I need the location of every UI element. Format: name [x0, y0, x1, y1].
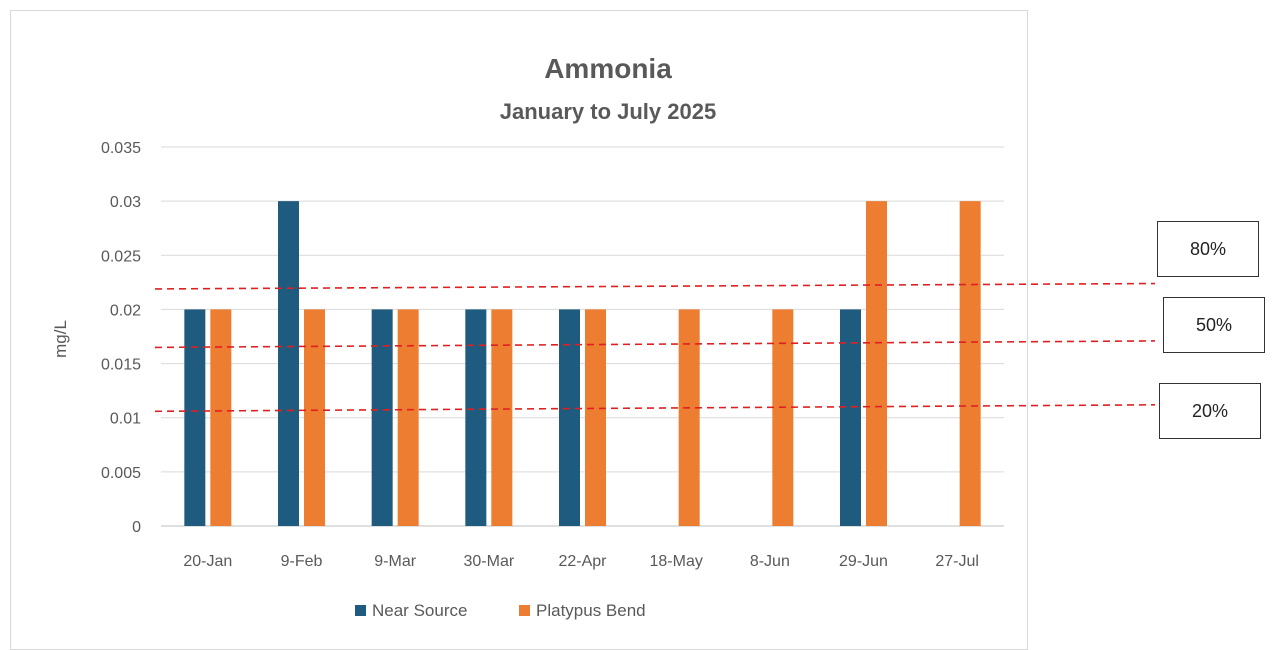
y-axis-ticks: 0 0.005 0.01 0.015 0.02 0.025 0.03 0.035 — [101, 140, 141, 536]
bar-near-source-29-Jun — [840, 309, 861, 526]
bar-platypus-bend-18-May — [678, 309, 700, 526]
y-tick-label: 0 — [132, 519, 141, 536]
legend-label-near-source: Near Source — [372, 601, 467, 620]
y-tick-label: 0.02 — [110, 302, 141, 319]
x-tick-label: 22-Apr — [558, 553, 607, 570]
bars — [184, 201, 981, 526]
bar-near-source-20-Jan — [184, 309, 206, 526]
x-tick-label: 27-Jul — [935, 553, 979, 570]
chart-subtitle: January to July 2025 — [500, 99, 716, 124]
bar-platypus-bend-22-Apr — [585, 309, 606, 526]
x-tick-label: 20-Jan — [183, 553, 232, 570]
bar-platypus-bend-9-Feb — [304, 309, 325, 526]
y-tick-label: 0.005 — [101, 465, 141, 482]
y-tick-label: 0.025 — [101, 248, 141, 265]
bar-platypus-bend-29-Jun — [866, 201, 887, 526]
reference-box-50: 50% — [1163, 297, 1265, 353]
x-tick-label: 9-Mar — [374, 553, 416, 570]
y-tick-label: 0.01 — [110, 411, 141, 428]
bar-platypus-bend-9-Mar — [397, 309, 419, 526]
x-tick-label: 30-Mar — [463, 553, 514, 570]
legend-label-platypus-bend: Platypus Bend — [536, 601, 646, 620]
y-tick-label: 0.015 — [101, 357, 141, 374]
reference-box-20: 20% — [1159, 383, 1261, 439]
y-tick-label: 0.035 — [101, 140, 141, 157]
bar-near-source-9-Mar — [371, 309, 393, 526]
x-tick-label: 9-Feb — [281, 553, 323, 570]
gridlines — [161, 146, 1004, 527]
y-axis-label: mg/L — [51, 320, 70, 358]
chart-title: Ammonia — [544, 53, 672, 84]
ammonia-chart: Ammonia January to July 2025 mg/L 0 0.005… — [51, 53, 1004, 620]
bar-platypus-bend-27-Jul — [959, 201, 981, 526]
x-tick-label: 29-Jun — [839, 553, 888, 570]
bar-near-source-22-Apr — [559, 309, 580, 526]
bar-platypus-bend-20-Jan — [210, 309, 232, 526]
x-tick-label: 18-May — [649, 553, 702, 570]
bar-near-source-9-Feb — [278, 201, 299, 526]
y-tick-label: 0.03 — [110, 194, 141, 211]
legend-swatch-near-source — [355, 605, 366, 616]
chart-area: Ammonia January to July 2025 mg/L 0 0.005… — [10, 10, 1028, 650]
bar-platypus-bend-8-Jun — [772, 309, 794, 526]
x-tick-label: 8-Jun — [750, 553, 790, 570]
legend: Near Source Platypus Bend — [355, 601, 646, 620]
bar-platypus-bend-30-Mar — [491, 309, 513, 526]
bar-near-source-30-Mar — [465, 309, 487, 526]
x-axis-ticks: 20-Jan 9-Feb 9-Mar 30-Mar 22-Apr 18-May 8-Jun 2… — [183, 553, 979, 570]
legend-swatch-platypus-bend — [519, 605, 530, 616]
reference-box-80: 80% — [1157, 221, 1259, 277]
